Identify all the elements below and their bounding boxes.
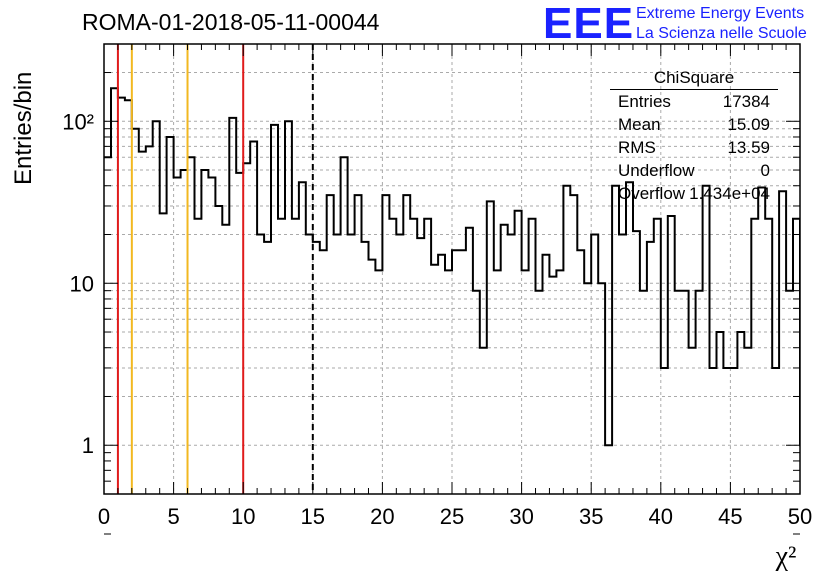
stats-row-underflow: Underflow 0 [610,161,778,184]
logo-mark: EEE [543,0,635,48]
stats-box: ChiSquare Entries 17384 Mean 15.09 RMS 1… [610,68,778,207]
x-tick-label: 20 [370,504,394,529]
x-tick-label: 15 [301,504,325,529]
x-tick-label: 25 [440,504,464,529]
stats-value: 1.434e+04 [689,184,770,203]
x-tick-label: 40 [649,504,673,529]
stats-key: Underflow [618,161,695,180]
stats-title: ChiSquare [610,68,778,90]
stats-key: Mean [618,115,661,134]
logo-tagline-2: La Scienza nelle Scuole [636,25,807,42]
stats-key: Overflow [618,184,686,203]
stats-value: 15.09 [727,115,770,134]
y-tick-label: 10 [70,271,94,296]
x-tick-label: 5 [167,504,179,529]
stats-value: 17384 [722,92,770,111]
x-tick-label: 35 [579,504,603,529]
stats-value: 0 [760,161,770,180]
stats-key: RMS [618,138,656,157]
histogram-series [104,87,800,447]
stats-key: Entries [618,92,671,111]
stats-row-overflow: Overflow 1.434e+04 [610,184,778,207]
chart-title: ROMA-01-2018-05-11-00044 [82,9,380,35]
y-axis-label: Entries/bin [10,71,37,185]
stats-row-mean: Mean 15.09 [610,115,778,138]
x-tick-label: 50 [788,504,812,529]
y-tick-label: 1 [82,433,94,458]
stats-row-rms: RMS 13.59 [610,138,778,161]
x-tick-label: 30 [509,504,533,529]
x-tick-label: 10 [231,504,255,529]
x-axis-label: χ² [775,541,797,572]
x-tick-label: 0 [98,504,110,529]
stats-value: 13.59 [727,138,770,157]
logo-tagline-1: Extreme Energy Events [636,5,805,22]
x-tick-label: 45 [718,504,742,529]
y-tick-label: 10² [62,109,94,134]
stats-row-entries: Entries 17384 [610,92,778,115]
